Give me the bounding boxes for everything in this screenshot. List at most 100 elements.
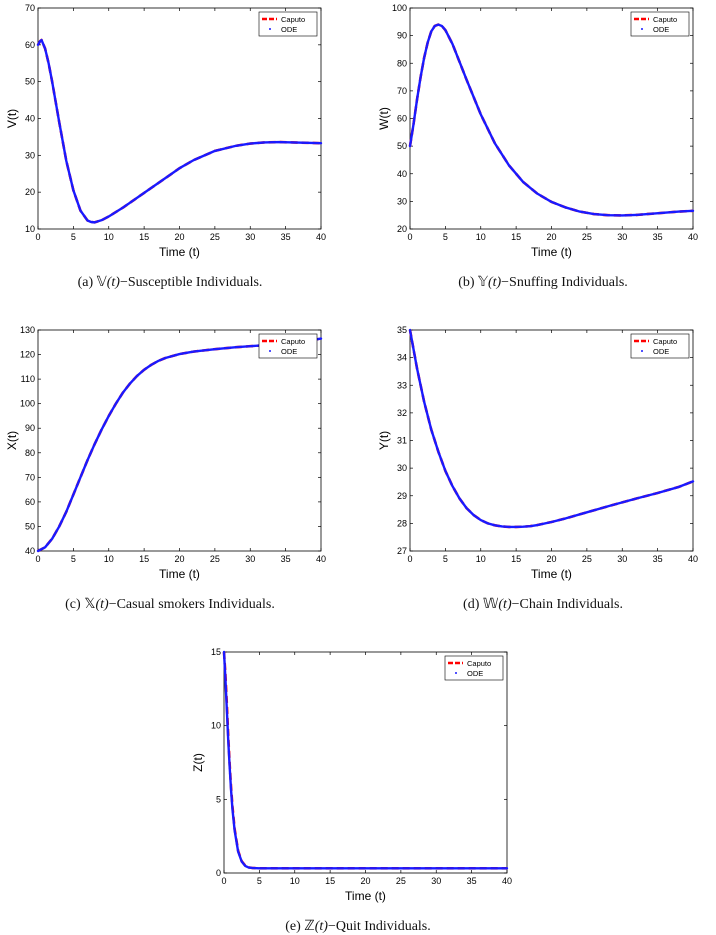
y-axis-label: X(t) xyxy=(5,431,19,450)
x-axis-label: Time (t) xyxy=(159,245,200,259)
y-tick-label: 90 xyxy=(25,423,35,433)
x-tick-label: 20 xyxy=(174,554,184,564)
legend-ode-swatch xyxy=(641,350,643,352)
plot-frame xyxy=(409,7,694,230)
y-tick-label: 100 xyxy=(20,399,35,409)
y-tick-label: 100 xyxy=(392,3,407,13)
x-tick-label: 15 xyxy=(139,232,149,242)
legend-ode-label: ODE xyxy=(653,347,669,356)
plot-frame xyxy=(37,7,322,230)
legend-ode-swatch xyxy=(269,28,271,30)
x-tick-label: 15 xyxy=(325,876,335,886)
y-tick-label: 80 xyxy=(397,58,407,68)
y-tick-label: 10 xyxy=(211,721,221,731)
x-tick-label: 35 xyxy=(467,876,477,886)
legend-box xyxy=(630,11,690,37)
x-tick-label: 25 xyxy=(210,232,220,242)
y-tick-label: 32 xyxy=(397,408,407,418)
x-tick-label: 20 xyxy=(174,232,184,242)
x-tick-label: 25 xyxy=(396,876,406,886)
y-tick-label: 40 xyxy=(397,169,407,179)
x-tick-label: 35 xyxy=(653,554,663,564)
legend-ode-label: ODE xyxy=(653,25,669,34)
x-tick-label: 20 xyxy=(360,876,370,886)
x-tick-label: 30 xyxy=(617,232,627,242)
y-tick-label: 130 xyxy=(20,325,35,335)
x-tick-label: 10 xyxy=(476,232,486,242)
legend-ode-swatch xyxy=(269,350,271,352)
x-tick-label: 35 xyxy=(281,232,291,242)
chart-w-chain: 0 5 10 15 20 25 30 35 40 27 28 29 30 31 32 33 34 35 Time (… xyxy=(377,325,698,581)
x-tick-label: 20 xyxy=(546,232,556,242)
y-tick-label: 120 xyxy=(20,350,35,360)
x-axis-label: Time (t) xyxy=(531,245,572,259)
x-tick-label: 30 xyxy=(245,232,255,242)
x-tick-label: 35 xyxy=(281,554,291,564)
plot-frame xyxy=(37,329,322,552)
x-tick-label: 20 xyxy=(546,554,556,564)
legend-ode-label: ODE xyxy=(281,347,297,356)
legend-ode-swatch xyxy=(455,672,457,674)
y-tick-label: 0 xyxy=(216,868,221,878)
y-tick-label: 90 xyxy=(397,31,407,41)
x-tick-label: 15 xyxy=(511,554,521,564)
legend-caputo-label: Caputo xyxy=(653,337,677,346)
x-tick-label: 15 xyxy=(139,554,149,564)
y-tick-label: 70 xyxy=(25,472,35,482)
legend-caputo-label: Caputo xyxy=(281,337,305,346)
caption-b: (b) 𝕐(t)−Snuffing Individuals. xyxy=(458,275,628,290)
x-tick-label: 25 xyxy=(582,232,592,242)
series-ode-line xyxy=(36,337,323,553)
plot-frame xyxy=(223,651,508,874)
chart-x-casual-smokers: 0 5 10 15 20 25 30 35 40 40 50 60 70 80 90 100 110 120 130… xyxy=(5,325,326,581)
y-tick-label: 27 xyxy=(397,546,407,556)
legend-ode-swatch xyxy=(641,28,643,30)
y-tick-label: 80 xyxy=(25,448,35,458)
x-tick-label: 0 xyxy=(35,554,40,564)
legend-box xyxy=(258,333,318,359)
y-tick-label: 35 xyxy=(397,325,407,335)
chart-y-snuffing: 0 5 10 15 20 25 30 35 40 20 30 40 50 60 70 80 90 100 Time … xyxy=(377,3,698,259)
y-tick-label: 20 xyxy=(397,224,407,234)
x-tick-label: 5 xyxy=(71,232,76,242)
x-tick-label: 40 xyxy=(502,876,512,886)
x-tick-label: 5 xyxy=(443,554,448,564)
x-tick-label: 40 xyxy=(316,232,326,242)
x-tick-label: 15 xyxy=(511,232,521,242)
x-tick-label: 0 xyxy=(407,554,412,564)
series-ode-line xyxy=(222,650,509,870)
y-tick-label: 30 xyxy=(397,463,407,473)
y-tick-label: 31 xyxy=(397,436,407,446)
x-tick-label: 5 xyxy=(71,554,76,564)
plot-frame xyxy=(409,329,694,552)
x-axis-label: Time (t) xyxy=(531,567,572,581)
x-tick-label: 10 xyxy=(290,876,300,886)
x-axis-label: Time (t) xyxy=(345,889,386,903)
y-tick-label: 34 xyxy=(397,353,407,363)
x-tick-label: 25 xyxy=(210,554,220,564)
y-tick-label: 50 xyxy=(25,521,35,531)
x-tick-label: 30 xyxy=(431,876,441,886)
x-tick-label: 30 xyxy=(245,554,255,564)
series-ode-line xyxy=(408,328,695,529)
y-tick-label: 60 xyxy=(397,114,407,124)
chart-z-quit: 0 5 10 15 20 25 30 35 40 0 5 10 15 Time (t) Z(t) Caputo… xyxy=(191,647,512,903)
chart-v-susceptible: 0 5 10 15 20 25 30 35 40 10 20 30 40 50 60 70 Time (t) V(… xyxy=(5,3,326,259)
legend-box xyxy=(630,333,690,359)
y-tick-label: 15 xyxy=(211,647,221,657)
x-tick-label: 40 xyxy=(688,232,698,242)
y-tick-label: 40 xyxy=(25,114,35,124)
x-tick-label: 40 xyxy=(688,554,698,564)
legend-caputo-label: Caputo xyxy=(653,15,677,24)
legend-ode-label: ODE xyxy=(281,25,297,34)
caption-e: (e) ℤ(t)−Quit Individuals. xyxy=(285,919,431,934)
x-tick-label: 40 xyxy=(316,554,326,564)
y-tick-label: 60 xyxy=(25,497,35,507)
caption-c: (c) 𝕏(t)−Casual smokers Individuals. xyxy=(65,597,275,612)
x-axis-label: Time (t) xyxy=(159,567,200,581)
series-ode-line xyxy=(408,23,695,217)
legend-ode-label: ODE xyxy=(467,669,483,678)
y-tick-label: 50 xyxy=(25,77,35,87)
y-tick-label: 70 xyxy=(25,3,35,13)
y-tick-label: 28 xyxy=(397,518,407,528)
